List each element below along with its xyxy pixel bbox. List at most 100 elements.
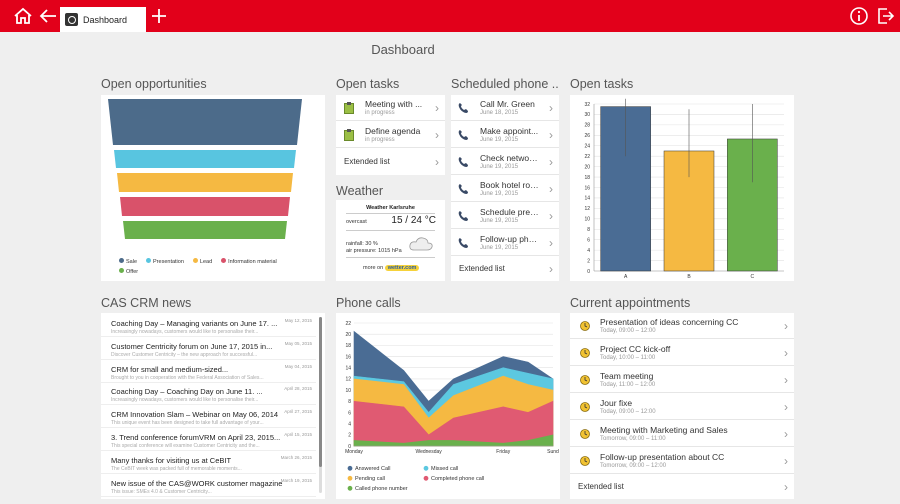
appointment-title: Presentation of ideas concerning CC <box>600 317 739 327</box>
news-item[interactable]: 3. Trend conference forumVRM on April 23… <box>101 429 316 451</box>
scheduled-phone-list: Call Mr. Green June 18, 2015 › Make appoint… <box>451 95 559 281</box>
scheduled-call-item[interactable]: Call Mr. Green June 18, 2015 › <box>451 95 559 121</box>
scheduled-call-date: June 19, 2015 <box>480 137 519 143</box>
y-tick-label: 6 <box>348 410 351 416</box>
news-item[interactable]: CRM for small and medium-sized... May 04,… <box>101 361 316 383</box>
y-tick-label: 28 <box>584 123 590 129</box>
extended-list-label: Extended list <box>459 264 505 273</box>
news-item[interactable]: Many thanks for visiting us at CeBIT Marc… <box>101 452 316 474</box>
chevron-right-icon: › <box>435 155 439 169</box>
news-date: April 15, 2015 <box>284 432 312 437</box>
funnel-segment-2 <box>114 150 296 168</box>
section-title-phone-calls: Phone calls <box>336 296 401 310</box>
appointment-time: Tomorrow, 09:00 – 12:00 <box>600 463 667 469</box>
scheduled-call-item[interactable]: Book hotel roo... June 19, 2015 › <box>451 176 559 202</box>
appointment-time: Today, 11:00 – 12:00 <box>600 382 656 388</box>
appointment-item[interactable]: Jour fixe Today, 09:00 – 12:00 › <box>570 394 794 420</box>
y-tick-label: 8 <box>587 227 590 233</box>
y-tick-label: 0 <box>348 444 351 450</box>
news-excerpt: Brought to you in cooperation with the F… <box>111 374 264 381</box>
news-item[interactable]: Customer Centricity forum on June 17, 20… <box>101 338 316 360</box>
y-tick-label: 18 <box>345 343 351 349</box>
funnel-segment-5 <box>123 221 287 239</box>
section-title-weather: Weather <box>336 184 384 198</box>
news-date: May 05, 2015 <box>284 340 312 346</box>
legend-swatch <box>347 465 353 471</box>
news-title: Coaching Day – Coaching Day on June 11. … <box>111 387 263 397</box>
x-tick-label: B <box>687 274 691 280</box>
news-date: May 04, 2015 <box>284 363 312 369</box>
scheduled-call-item[interactable]: Make appoint... June 19, 2015 › <box>451 122 559 148</box>
y-tick-label: 12 <box>584 206 590 212</box>
home-icon[interactable] <box>12 6 34 26</box>
appointment-time: Tomorrow, 09:00 – 11:00 <box>600 436 666 442</box>
scheduled-call-date: June 18, 2015 <box>480 110 519 116</box>
legend-item: Missed call <box>423 465 458 472</box>
scheduled-call-item[interactable]: Check network... June 19, 2015 › <box>451 149 559 175</box>
weather-link[interactable]: wetter.com <box>384 265 420 271</box>
opportunities-funnel-panel[interactable]: Sale Presentation Lead Information mater… <box>101 95 325 281</box>
y-tick-label: 0 <box>587 269 590 275</box>
news-item[interactable]: New issue of the CAS@WORK customer magaz… <box>101 475 316 497</box>
task-title: Meeting with ... <box>365 99 423 109</box>
news-scrollbar[interactable] <box>319 317 322 493</box>
y-tick-label: 26 <box>584 133 590 139</box>
chevron-right-icon: › <box>784 453 788 468</box>
y-tick-label: 32 <box>584 102 590 108</box>
news-item[interactable]: Coaching Day – Managing variants on June… <box>101 315 316 337</box>
funnel-segment-4 <box>120 197 290 216</box>
section-title-crm-news: CAS CRM news <box>101 296 192 310</box>
x-tick-label: Monday <box>345 449 363 455</box>
add-tab-icon[interactable] <box>148 6 170 26</box>
funnel-chart <box>108 99 302 239</box>
scheduled-call-title: Schedule pres... <box>480 207 540 217</box>
y-tick-label: 2 <box>587 258 590 264</box>
info-icon[interactable] <box>848 6 870 26</box>
weather-condition: overcast <box>346 219 367 225</box>
news-excerpt: The CeBIT week was packed full of memora… <box>111 465 242 472</box>
logout-icon[interactable] <box>874 6 896 26</box>
chevron-right-icon: › <box>784 372 788 387</box>
task-item[interactable]: Meeting with ... in progress › <box>336 95 445 121</box>
appointments-extended-list-link[interactable]: Extended list › <box>570 475 794 499</box>
scheduled-call-item[interactable]: Follow-up pho... June 19, 2015 › <box>451 230 559 256</box>
appointment-title: Project CC kick-off <box>600 344 671 354</box>
appointment-item[interactable]: Team meeting Today, 11:00 – 12:00 › <box>570 367 794 393</box>
scheduled-call-date: June 19, 2015 <box>480 245 519 251</box>
y-tick-label: 22 <box>345 321 351 327</box>
tab-dashboard-label: Dashboard <box>83 14 128 25</box>
news-excerpt: Increasingly nowadays, customers would l… <box>111 329 259 335</box>
weather-heading: Weather Karlsruhe <box>366 205 415 211</box>
chevron-right-icon: › <box>549 262 553 276</box>
tab-dashboard[interactable]: Dashboard <box>60 7 146 32</box>
news-excerpt: This issue: SMEs 4.0 & Customer Centrici… <box>111 488 212 495</box>
legend-label: Completed phone call <box>431 476 484 482</box>
legend-label: Missed call <box>431 466 458 472</box>
chevron-right-icon: › <box>549 235 553 250</box>
legend-item: Lead <box>192 258 212 265</box>
news-item[interactable]: CRM Innovation Slam – Webinar on May 06,… <box>101 406 316 429</box>
clock-icon <box>580 375 590 385</box>
x-tick-label: A <box>624 274 628 280</box>
appointment-item[interactable]: Project CC kick-off Today, 10:00 – 11:00 › <box>570 340 794 366</box>
section-title-open-opportunities: Open opportunities <box>101 77 207 91</box>
legend-swatch <box>423 465 429 471</box>
y-tick-label: 16 <box>345 354 351 360</box>
appointment-item[interactable]: Follow-up presentation about CC Tomorrow,… <box>570 448 794 474</box>
scheduled-extended-list-link[interactable]: Extended list › <box>451 257 559 281</box>
funnel-segment-3 <box>117 173 293 192</box>
news-title: CRM Innovation Slam – Webinar on May 06,… <box>111 410 279 420</box>
news-item[interactable]: Coaching Day – Coaching Day on June 11. … <box>101 383 316 406</box>
chevron-right-icon: › <box>784 480 788 494</box>
y-tick-label: 18 <box>584 175 590 181</box>
y-tick-label: 14 <box>584 196 590 202</box>
task-item[interactable]: Define agenda in progress › <box>336 122 445 148</box>
tasks-extended-list-link[interactable]: Extended list › <box>336 149 445 175</box>
cloud-icon <box>409 237 433 251</box>
appointment-item[interactable]: Meeting with Marketing and Sales Tomorrow… <box>570 421 794 447</box>
y-tick-label: 6 <box>587 237 590 243</box>
appointment-item[interactable]: Presentation of ideas concerning CC Today… <box>570 313 794 339</box>
scheduled-call-item[interactable]: Schedule pres... June 19, 2015 › <box>451 203 559 229</box>
back-arrow-icon[interactable] <box>37 6 59 26</box>
